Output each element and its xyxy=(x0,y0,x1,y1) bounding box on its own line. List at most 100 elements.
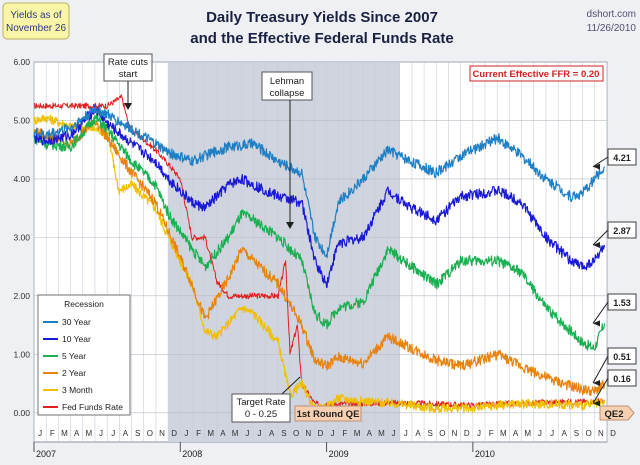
source-label: dshort.com xyxy=(587,9,636,20)
legend-items: 30 Year 10 Year 5 Year 2 Year 3 Month Fed Fun… xyxy=(43,317,123,412)
lehman-arrowhead xyxy=(286,222,294,229)
lehman-line1: Lehman xyxy=(270,76,304,87)
month-tick-label: N xyxy=(159,429,165,438)
month-tick-label: A xyxy=(415,429,421,438)
legend-label-30y: 30 Year xyxy=(62,317,91,327)
legend-label-5y: 5 Year xyxy=(62,351,86,361)
qe2-box xyxy=(599,405,635,421)
last-value-arrowhead-30y xyxy=(593,163,600,170)
month-tick-label: D xyxy=(318,429,324,438)
last-value-box-5y xyxy=(607,293,637,311)
month-tick-label: D xyxy=(610,429,616,438)
y-tick-label: 5.00 xyxy=(13,115,30,125)
y-tick-label: 3.00 xyxy=(13,232,30,242)
series-line-30y xyxy=(33,105,606,259)
month-tick-label: M xyxy=(207,429,214,438)
last-value-label-2y: 0.51 xyxy=(613,352,631,362)
yields-as-of-box xyxy=(2,2,70,40)
year-tick-label: 2009 xyxy=(329,449,349,459)
month-tick-label: N xyxy=(452,429,458,438)
month-tick-label: M xyxy=(378,429,385,438)
y-axis-ticks: 0.00 1.00 2.00 3.00 4.00 5.00 6.00 xyxy=(13,57,30,418)
month-tick-label: A xyxy=(123,429,129,438)
yields-as-of-line2: November 26 xyxy=(6,23,66,34)
month-tick-label: J xyxy=(392,429,396,438)
month-tick-label: M xyxy=(500,429,507,438)
last-value-box-2y xyxy=(607,347,637,365)
month-tick-label: J xyxy=(404,429,408,438)
month-tick-label: S xyxy=(281,429,286,438)
last-value-label-3m: 0.16 xyxy=(613,374,631,384)
recession-band xyxy=(168,62,400,442)
month-tick-label: N xyxy=(305,429,311,438)
last-value-box-10y xyxy=(607,221,637,239)
last-value-arrowhead-10y xyxy=(593,241,600,248)
date-label: 11/26/2010 xyxy=(587,23,637,34)
month-tick-label: J xyxy=(477,429,481,438)
last-value-arrow-3m xyxy=(592,377,609,404)
last-value-arrow-2y xyxy=(592,355,609,384)
legend-label-10y: 10 Year xyxy=(62,334,91,344)
month-tick-label: J xyxy=(550,429,554,438)
month-tick-label: J xyxy=(258,429,262,438)
lehman-box xyxy=(261,71,313,101)
month-tick-label: A xyxy=(562,429,568,438)
y-tick-label: 0.00 xyxy=(13,408,30,418)
last-value-label-5y: 1.53 xyxy=(613,298,631,308)
x-axis-year-ticks: 2007 2008 2009 2010 xyxy=(33,442,495,459)
y-tick-label: 2.00 xyxy=(13,291,30,301)
month-tick-label: A xyxy=(367,429,373,438)
month-tick-label: O xyxy=(586,429,592,438)
chart-title-line1: Daily Treasury Yields Since 2007 xyxy=(206,9,438,26)
rate-cuts-line1: Rate cuts xyxy=(108,57,148,68)
month-tick-label: J xyxy=(331,429,335,438)
last-value-arrowhead-5y xyxy=(593,320,600,327)
last-value-arrowhead-2y xyxy=(593,379,600,386)
month-tick-label: J xyxy=(111,429,115,438)
month-tick-label: D xyxy=(171,429,177,438)
month-tick-label: O xyxy=(293,429,299,438)
last-value-arrowhead-3m xyxy=(593,400,600,407)
target-rate-line1: Target Rate xyxy=(236,397,285,408)
y-tick-label: 1.00 xyxy=(13,349,30,359)
last-value-labels: 4.21 2.87 1.53 0.51 0.16 xyxy=(592,148,637,407)
month-tick-label: F xyxy=(50,429,55,438)
target-rate-arrow xyxy=(281,376,301,395)
current-ffr-label: Current Effective FFR = 0.20 xyxy=(473,69,600,80)
month-tick-label: J xyxy=(538,429,542,438)
last-value-arrow-30y xyxy=(592,156,609,168)
month-tick-label: F xyxy=(489,429,494,438)
last-value-box-3m xyxy=(607,369,637,387)
series-line-10y xyxy=(33,104,606,289)
month-tick-label: M xyxy=(86,429,93,438)
month-tick-label: O xyxy=(147,429,153,438)
month-tick-label: J xyxy=(99,429,103,438)
qe1-label: 1st Round QE xyxy=(297,409,360,420)
month-tick-label: A xyxy=(513,429,519,438)
chart-title-line2: and the Effective Federal Funds Rate xyxy=(190,30,453,47)
legend-label-3m: 3 Month xyxy=(62,385,93,395)
month-tick-label: S xyxy=(428,429,433,438)
legend-label-2y: 2 Year xyxy=(62,368,86,378)
last-value-label-10y: 2.87 xyxy=(613,226,631,236)
target-rate-line2: 0 - 0.25 xyxy=(245,409,277,420)
series-line-3m xyxy=(33,114,606,414)
month-tick-label: M xyxy=(61,429,68,438)
series-line-2y xyxy=(33,116,606,396)
month-tick-label: J xyxy=(184,429,188,438)
month-tick-label: J xyxy=(245,429,249,438)
month-tick-label: N xyxy=(598,429,604,438)
legend-label-ffr: Fed Funds Rate xyxy=(62,402,123,412)
last-value-arrow-10y xyxy=(592,229,609,246)
month-tick-label: O xyxy=(439,429,445,438)
series-line-5y xyxy=(33,113,606,351)
month-tick-label: M xyxy=(232,429,239,438)
month-tick-label: J xyxy=(38,429,42,438)
rate-cuts-line2: start xyxy=(119,69,138,80)
month-tick-label: F xyxy=(342,429,347,438)
series-lines xyxy=(33,94,606,414)
month-tick-label: A xyxy=(74,429,80,438)
